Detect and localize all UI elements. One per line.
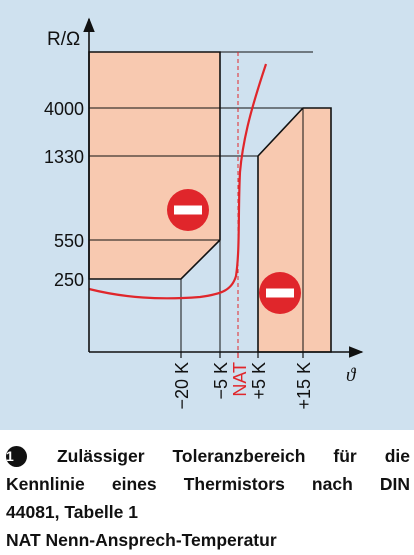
y-tick-label: 1330 xyxy=(44,147,84,167)
caption-line-3: 44081, Tabelle 1 xyxy=(6,502,138,522)
caption-line-2: Kennlinie eines Thermistors nach DIN xyxy=(6,474,410,494)
forbidden-zone-lower-right xyxy=(257,107,332,353)
x-tick-label: +5 K xyxy=(249,362,269,400)
x-tick-label-nat: NAT xyxy=(230,362,250,397)
y-axis-label: R/Ω xyxy=(47,29,80,50)
chart-panel: R/Ω ϑ 4000 1330 550 250 −20 K −5 K NAT +… xyxy=(0,0,414,430)
caption-text-1: Zulässiger Toleranzbereich für die xyxy=(56,446,410,466)
x-axis-label: ϑ xyxy=(346,365,357,386)
figure-caption: 1 Zulässiger Toleranzbereich für die Ken… xyxy=(6,442,410,554)
x-tick-label: −5 K xyxy=(211,362,231,400)
x-tick-label: −20 K xyxy=(172,362,192,410)
figure-number-badge: 1 xyxy=(6,446,27,467)
y-tick-label: 550 xyxy=(54,231,84,251)
thermistor-chart: R/Ω ϑ 4000 1330 550 250 −20 K −5 K NAT +… xyxy=(44,17,364,410)
y-tick-label: 4000 xyxy=(44,99,84,119)
x-tick-label: +15 K xyxy=(294,362,314,410)
caption-line-1: 1 Zulässiger Toleranzbereich für die xyxy=(6,442,410,470)
forbidden-zone-upper-left xyxy=(88,51,221,280)
caption-line-4: NAT Nenn-Ansprech-Temperatur xyxy=(6,530,277,550)
no-entry-icon xyxy=(259,272,301,314)
no-entry-icon xyxy=(167,189,209,231)
y-tick-label: 250 xyxy=(54,270,84,290)
thermistor-curve xyxy=(88,63,268,300)
